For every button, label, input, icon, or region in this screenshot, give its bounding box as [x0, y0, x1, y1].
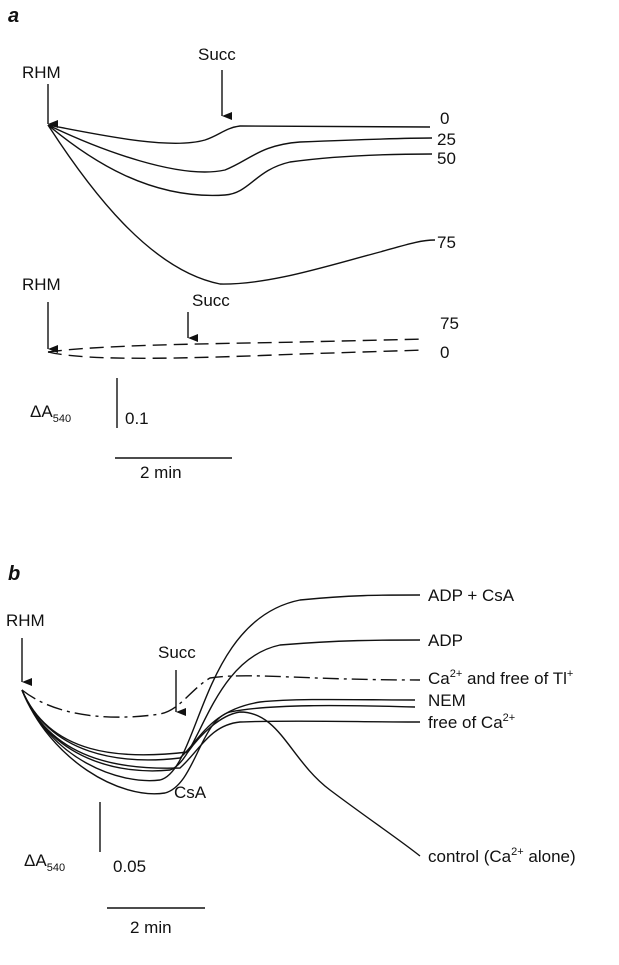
- panel-b: b RHM Succ ADP + CsA ADP Ca2+ and free o…: [6, 563, 576, 937]
- trace: [21, 689, 416, 795]
- curve-label: 25: [437, 130, 456, 149]
- trace: [47, 124, 431, 144]
- scale-value: 0.1: [125, 409, 149, 428]
- scale-value: 0.05: [113, 857, 146, 876]
- rhm-label: RHM: [22, 275, 61, 294]
- panel-letter: b: [8, 563, 20, 585]
- trace: [47, 338, 426, 353]
- curve-label: CsA: [174, 783, 207, 802]
- curve-label: ADP + CsA: [428, 586, 515, 605]
- text: ΔA: [30, 402, 53, 421]
- trace: [21, 639, 421, 772]
- scale-value: 2 min: [140, 463, 182, 482]
- rhm-label: RHM: [22, 63, 61, 82]
- panel-a: a RHM Succ 0 25 50 75 RHM Succ 75 0 ΔA54…: [8, 5, 459, 482]
- scale-label: ΔA540: [30, 402, 71, 425]
- curve-label: Ca2+ and free of Tl+: [428, 668, 573, 688]
- trace: [21, 594, 421, 782]
- curve-label: ADP: [428, 631, 463, 650]
- text: and free of Tl: [462, 669, 567, 688]
- curve-label: 75: [440, 314, 459, 333]
- succ-label: Succ: [192, 291, 230, 310]
- text: Ca: [428, 669, 450, 688]
- scale-value: 2 min: [130, 918, 172, 937]
- superscript: 2+: [511, 846, 524, 858]
- trace: [47, 124, 433, 173]
- curve-label: 0: [440, 343, 449, 362]
- succ-label: Succ: [198, 45, 236, 64]
- trace: [21, 689, 421, 769]
- superscript: 2+: [450, 668, 463, 680]
- subscript: 540: [47, 862, 65, 874]
- succ-label: Succ: [158, 643, 196, 662]
- curve-label: control (Ca2+ alone): [428, 846, 576, 866]
- trace: [47, 124, 436, 285]
- text: free of Ca: [428, 713, 503, 732]
- text: ΔA: [24, 851, 47, 870]
- subscript: 540: [53, 413, 71, 425]
- curve-label: free of Ca2+: [428, 712, 515, 732]
- trace: [47, 349, 426, 359]
- trace: [21, 675, 421, 718]
- panel-letter: a: [8, 5, 19, 27]
- curve-label: 50: [437, 149, 456, 168]
- superscript: 2+: [503, 712, 516, 724]
- trace: [21, 689, 421, 857]
- text: alone): [524, 847, 576, 866]
- text: control (Ca: [428, 847, 512, 866]
- scale-label: ΔA540: [24, 851, 65, 874]
- curve-label: 0: [440, 109, 449, 128]
- trace: [21, 689, 416, 761]
- trace: [47, 124, 433, 197]
- curve-label: NEM: [428, 691, 466, 710]
- rhm-label: RHM: [6, 611, 45, 630]
- curve-label: 75: [437, 233, 456, 252]
- superscript: +: [567, 668, 573, 680]
